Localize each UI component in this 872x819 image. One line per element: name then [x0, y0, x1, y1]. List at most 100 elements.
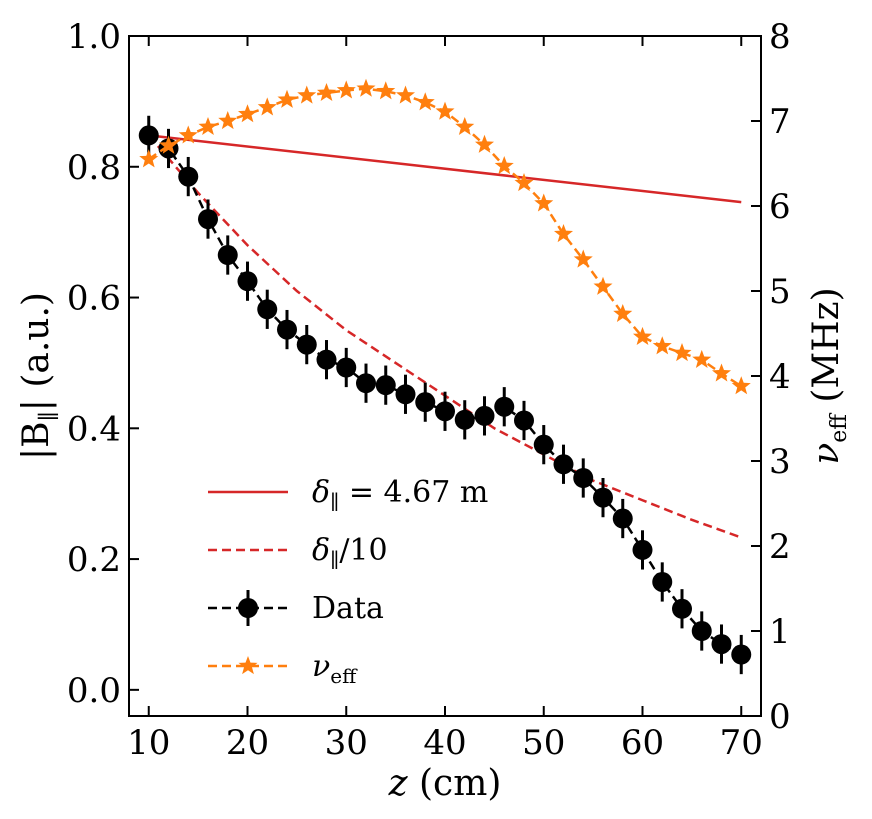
data-point-16 [454, 409, 475, 430]
data-point-30 [731, 644, 752, 665]
nueff-point-24 [613, 303, 633, 323]
x-tick-label-0: 10 [127, 723, 170, 763]
nueff-point-12 [376, 81, 396, 100]
x-tick-label-6: 70 [720, 723, 763, 763]
nueff-point-2 [178, 125, 198, 144]
y-right-tick-label-4: 4 [769, 357, 791, 397]
legend-label-nueff: νeff [312, 649, 358, 688]
nueff-point-27 [672, 343, 692, 362]
y-left-label-pre: |B [16, 421, 57, 460]
y-right-tick-label-7: 7 [769, 102, 791, 142]
legend-item-data: Data [208, 590, 384, 626]
x-tick-label-5: 60 [621, 723, 664, 763]
data-point-12 [375, 375, 396, 396]
x-tick-label-4: 50 [522, 723, 565, 763]
y-left-tick-label-5: 1.0 [67, 17, 121, 57]
y-right-tick-label-8: 8 [769, 17, 791, 57]
y-right-tick-label-5: 5 [769, 272, 791, 312]
data-point-19 [514, 410, 534, 431]
nueff-point-30 [731, 376, 751, 395]
legend-label-exp10: δ∥/10 [312, 533, 388, 572]
nueff-point-4 [218, 111, 238, 130]
data-point-15 [435, 401, 455, 422]
nueff-point-23 [593, 276, 613, 295]
x-tick-label-3: 40 [423, 723, 466, 763]
legend-marker-nueff [238, 656, 258, 675]
y-right-tick-label-6: 6 [769, 187, 791, 227]
nueff-point-9 [316, 82, 337, 102]
data-point-26 [652, 571, 673, 592]
data-point-8 [296, 334, 317, 355]
x-axis-label: z (cm) [388, 763, 502, 804]
data-point-28 [691, 621, 712, 641]
data-point-3 [198, 209, 218, 230]
y-right-tick-label-3: 3 [769, 442, 791, 482]
y-right-tick-label-0: 0 [769, 697, 791, 737]
legend-item-nueff: νeff [208, 649, 358, 688]
nueff-point-6 [257, 97, 277, 116]
nueff-point-13 [395, 85, 416, 104]
nueff-point-10 [336, 80, 356, 99]
data-point-9 [316, 349, 337, 370]
data-point-11 [356, 373, 376, 394]
y-left-tick-label-3: 0.6 [67, 279, 121, 319]
nueff-point-0 [139, 149, 159, 168]
data-point-24 [612, 508, 633, 529]
y-left-tick-label-2: 0.4 [67, 409, 121, 449]
y-right-label-unit: (MHz) [806, 287, 847, 414]
data-point-27 [672, 598, 692, 619]
nueff-point-29 [711, 363, 732, 382]
x-axis-label-var: z [388, 763, 409, 804]
nueff-point-18 [494, 156, 514, 175]
data-point-23 [593, 487, 613, 508]
legend-item-exp10: δ∥/10 [208, 533, 388, 572]
data-point-29 [711, 634, 732, 655]
y-left-tick-label-0: 0.0 [67, 671, 121, 711]
legend: δ∥ = 4.67 m δ∥/10 Data νeff [208, 475, 488, 688]
nueff-point-5 [237, 104, 258, 123]
data-point-7 [277, 319, 297, 340]
nueff-point-1 [158, 135, 179, 154]
nueff-point-25 [632, 326, 653, 345]
y-right-tick-label-2: 2 [769, 527, 791, 567]
data-point-2 [178, 166, 199, 187]
data-point-21 [553, 454, 574, 475]
data-point-22 [573, 468, 594, 488]
series-exp-line [148, 134, 742, 204]
nueff-point-21 [553, 224, 574, 243]
nueff-point-16 [455, 116, 475, 136]
nueff-point-26 [652, 336, 672, 355]
data-point-6 [257, 299, 278, 320]
y-right-label-var: ν [806, 443, 847, 465]
data-point-5 [237, 271, 258, 292]
data-point-4 [217, 245, 238, 266]
y-left-tick-label-4: 0.8 [67, 148, 121, 188]
plot-area: 10 20 30 40 50 60 70 0.0 0.2 0.4 0.6 0.8 1.0 0 1 2 3 4 5 6 7… [67, 17, 791, 763]
data-point-20 [533, 434, 554, 455]
nueff-point-19 [514, 173, 534, 192]
nueff-point-15 [435, 101, 455, 120]
x-tick-label-1: 20 [226, 723, 269, 763]
data-point-14 [415, 392, 436, 413]
y-left-axis-label: |B∥| (a.u.) [16, 292, 62, 460]
data-point-25 [632, 539, 653, 560]
x-tick-label-2: 30 [325, 723, 368, 763]
data-point-17 [474, 405, 495, 426]
nueff-point-14 [415, 92, 435, 111]
nueff-point-20 [534, 193, 554, 212]
data-point-0 [138, 125, 159, 146]
y-right-axis-label: νeff (MHz) [806, 287, 852, 464]
series-nueff-line [148, 87, 742, 388]
data-point-10 [336, 357, 357, 378]
nueff-point-11 [356, 78, 376, 97]
y-right-tick-label-1: 1 [769, 612, 791, 652]
nueff-point-8 [297, 85, 317, 104]
nueff-point-7 [277, 89, 297, 108]
nueff-point-3 [198, 116, 218, 136]
y-left-tick-label-1: 0.2 [67, 540, 121, 580]
legend-item-exp: δ∥ = 4.67 m [208, 475, 488, 514]
legend-marker-data [238, 598, 258, 618]
legend-label-data: Data [312, 591, 384, 626]
legend-label-exp: δ∥ = 4.67 m [312, 475, 488, 514]
